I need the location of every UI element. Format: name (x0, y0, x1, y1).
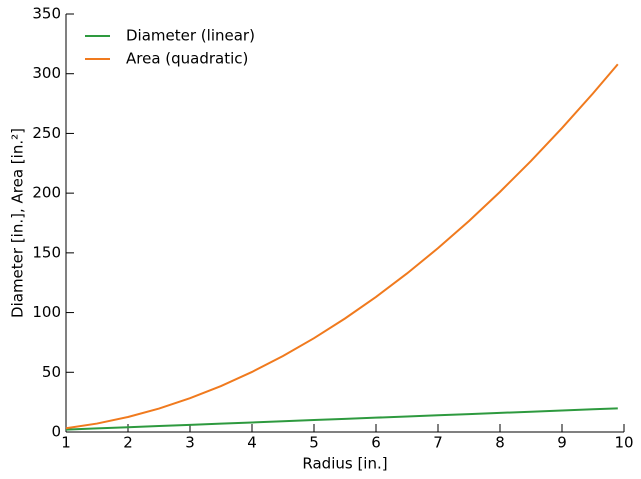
legend-label: Area (quadratic) (126, 50, 248, 68)
y-tick-label: 300 (32, 64, 61, 82)
x-axis-label: Radius [in.] (302, 455, 387, 473)
x-tick-label: 2 (123, 434, 133, 452)
y-axis-label: Diameter [in.], Area [in.²] (9, 128, 27, 318)
legend-label: Diameter (linear) (126, 27, 255, 45)
line (65, 407, 618, 431)
x-tick-label: 10 (614, 434, 633, 452)
line (65, 63, 619, 430)
x-tick-label: 7 (433, 434, 443, 452)
x-tick-label: 1 (61, 434, 71, 452)
x-tick-label: 4 (247, 434, 257, 452)
x-tick-label: 6 (371, 434, 381, 452)
y-tick-label: 50 (42, 363, 61, 381)
y-tick-label: 150 (32, 243, 61, 261)
y-tick-label: 350 (32, 5, 61, 23)
x-tick-label: 5 (309, 434, 319, 452)
y-tick-label: 100 (32, 303, 61, 321)
x-tick-label: 8 (495, 434, 505, 452)
x-tick-label: 3 (185, 434, 195, 452)
y-tick-label: 200 (32, 184, 61, 202)
y-tick-label: 250 (32, 124, 61, 142)
x-tick-label: 9 (557, 434, 567, 452)
y-tick-label: 0 (51, 423, 61, 441)
